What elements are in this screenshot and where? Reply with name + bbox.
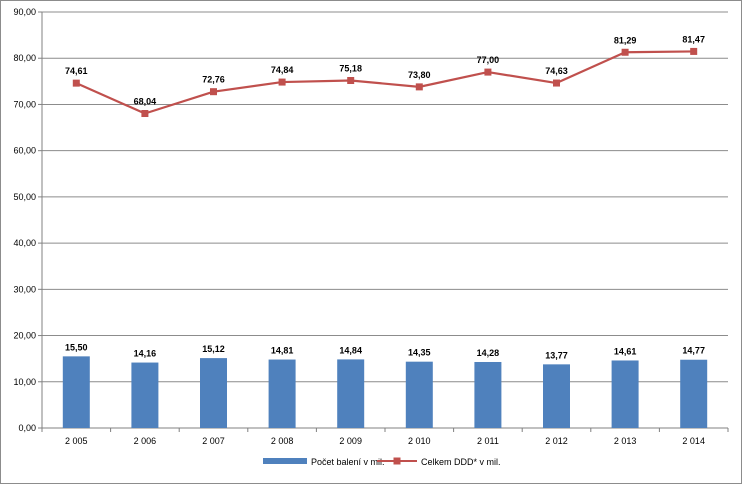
bar-data-label: 14,35 — [408, 348, 431, 358]
line-point — [621, 48, 629, 56]
bar-data-label: 14,28 — [477, 348, 500, 358]
x-tick-label: 2 006 — [134, 436, 157, 446]
x-tick-label: 2 013 — [614, 436, 637, 446]
line-data-label: 81,29 — [614, 35, 637, 45]
line-point — [415, 83, 423, 91]
line-point — [278, 78, 286, 86]
bar — [405, 361, 433, 428]
legend-swatch-bars — [263, 458, 307, 464]
line-point — [347, 77, 355, 85]
y-tick-label: 20,00 — [13, 331, 36, 341]
x-tick-label: 2 010 — [408, 436, 431, 446]
y-tick-label: 50,00 — [13, 192, 36, 202]
bar-data-label: 15,12 — [202, 344, 225, 354]
line-data-label: 74,61 — [65, 66, 88, 76]
bar — [680, 359, 708, 428]
x-tick-label: 2 014 — [682, 436, 705, 446]
y-tick-label: 0,00 — [18, 423, 36, 433]
bar — [131, 362, 159, 428]
x-tick-label: 2 005 — [65, 436, 88, 446]
y-tick-label: 30,00 — [13, 284, 36, 294]
bar — [337, 359, 365, 428]
x-tick-label: 2 009 — [339, 436, 362, 446]
bar — [268, 359, 296, 428]
line-point — [553, 79, 560, 87]
bar-data-label: 14,16 — [134, 349, 157, 359]
bar-data-label: 14,61 — [614, 346, 637, 356]
y-tick-label: 40,00 — [13, 238, 36, 248]
y-tick-label: 90,00 — [13, 7, 36, 17]
line-point — [141, 110, 149, 118]
line-data-label: 77,00 — [477, 55, 500, 65]
series-line — [75, 50, 694, 115]
legend-marker — [393, 457, 401, 465]
y-tick-label: 80,00 — [13, 53, 36, 63]
legend-label-line: Celkem DDD* v mil. — [421, 457, 501, 467]
line-data-label: 68,04 — [134, 97, 157, 107]
line-data-label: 81,47 — [682, 34, 705, 44]
line-point — [210, 88, 217, 96]
x-tick-label: 2 008 — [271, 436, 294, 446]
bar-data-label: 15,50 — [65, 342, 88, 352]
line-data-label: 74,63 — [545, 66, 568, 76]
bar-data-label: 14,81 — [271, 346, 294, 356]
bar-data-label: 14,84 — [339, 345, 362, 355]
x-tick-label: 2 012 — [545, 436, 568, 446]
bar-series: 15,50 14,16 15,12 14,81 14,84 14,35 14,28 13,77… — [62, 342, 708, 428]
line-data-label: 73,80 — [408, 70, 431, 80]
bar — [62, 356, 90, 428]
x-tick-label: 2 007 — [202, 436, 225, 446]
legend-label-bars: Počet balení v mil. — [311, 457, 385, 467]
line-point — [690, 47, 698, 55]
line-series: 74,61 68,04 72,76 74,84 75,18 73,80 77,00 74,63… — [65, 34, 705, 118]
bar — [200, 358, 227, 428]
line-data-label: 74,84 — [271, 65, 294, 75]
legend: Počet balení v mil. Celkem DDD* v mil. — [263, 457, 501, 467]
bar — [611, 360, 639, 428]
bar-data-label: 13,77 — [545, 350, 568, 360]
y-tick-label: 10,00 — [13, 377, 36, 387]
y-tick-label: 60,00 — [13, 146, 36, 156]
bar — [543, 364, 570, 428]
line-data-label: 72,76 — [202, 75, 225, 85]
bar — [474, 361, 502, 428]
bar-data-label: 14,77 — [682, 346, 705, 356]
line-point — [484, 68, 492, 76]
y-tick-label: 70,00 — [13, 99, 36, 109]
line-data-label: 75,18 — [339, 64, 362, 74]
y-axis: 0,00 10,00 20,00 30,00 40,00 50,00 60,00 70,00 8… — [13, 7, 43, 433]
line-point — [72, 79, 80, 87]
x-axis: 2 005 2 006 2 007 2 008 2 009 2 010 2 011 2 012… — [41, 428, 729, 446]
x-tick-label: 2 011 — [477, 436, 499, 446]
